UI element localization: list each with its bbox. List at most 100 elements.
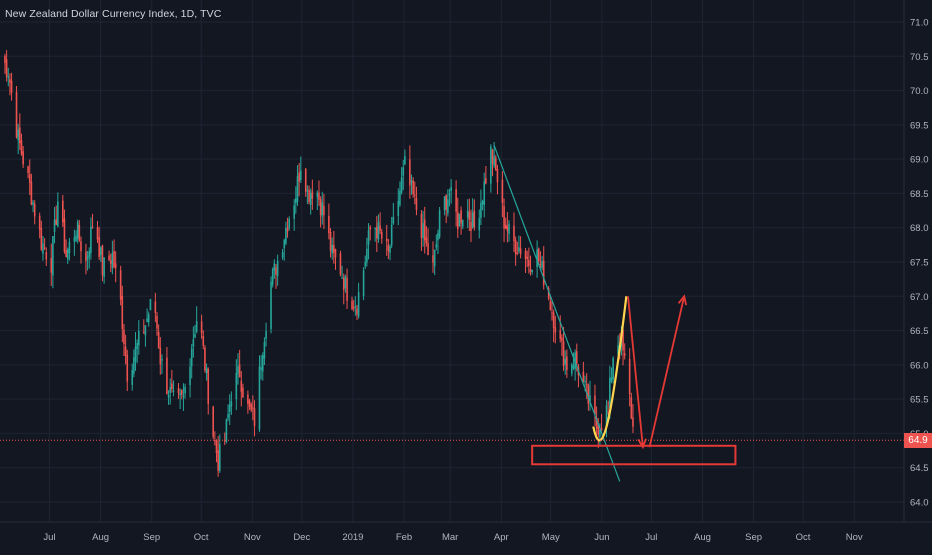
candle-body <box>594 395 596 415</box>
candle-body <box>427 243 429 256</box>
candle-body <box>5 59 8 77</box>
candle-body <box>610 377 613 382</box>
candle-body <box>32 202 34 205</box>
candle-body <box>623 353 626 356</box>
candle-body <box>599 430 601 437</box>
x-tick-label: Jun <box>594 532 609 543</box>
candle-body <box>379 225 381 231</box>
candle-body <box>144 325 147 336</box>
candle-body <box>119 270 122 300</box>
candle-body <box>9 79 11 83</box>
candle-body <box>425 237 428 244</box>
candle-body <box>248 400 251 407</box>
candle-body <box>490 146 492 184</box>
candle-body <box>480 202 482 218</box>
candle-body <box>628 358 631 395</box>
candle-body <box>113 251 115 268</box>
candle-body <box>228 405 231 412</box>
candle-body <box>200 321 203 333</box>
candle-body <box>519 248 522 255</box>
candle-body <box>559 329 562 339</box>
candle-body <box>600 427 603 431</box>
candle-body <box>609 377 611 408</box>
candle-body <box>237 366 239 374</box>
candle-body <box>20 140 23 155</box>
chart-title: New Zealand Dollar Currency Index, 1D, T… <box>5 8 222 20</box>
x-tick-label: Aug <box>92 532 109 543</box>
candle-body <box>306 190 309 192</box>
candle-body <box>456 212 459 230</box>
candle-body <box>53 219 56 232</box>
y-tick-label: 66.0 <box>910 360 929 371</box>
candle-body <box>575 351 578 364</box>
candle-body <box>86 256 89 260</box>
candle-body <box>45 251 48 260</box>
candle-body <box>22 151 24 165</box>
candle-body <box>238 364 241 378</box>
candle-body <box>270 281 272 329</box>
candle-body <box>617 345 619 355</box>
candle-body <box>595 418 598 429</box>
candle-body <box>461 219 464 227</box>
candle-body <box>136 343 138 349</box>
candle-body <box>38 215 41 230</box>
candle-body <box>513 225 515 242</box>
x-tick-label: Jul <box>43 532 55 543</box>
candle-body <box>271 269 274 285</box>
candle-body <box>409 159 411 186</box>
candle-body <box>612 358 614 380</box>
x-tick-label: Sep <box>143 532 160 543</box>
candle-body <box>582 371 585 383</box>
y-tick-label: 67.0 <box>910 292 929 303</box>
candle-body <box>124 346 127 356</box>
x-tick-label: Apr <box>494 532 509 543</box>
candle-body <box>194 333 196 338</box>
candle-body <box>445 194 448 210</box>
candle-body <box>397 200 400 217</box>
candle-body <box>385 238 388 242</box>
candle-body <box>552 312 555 329</box>
candle-body <box>161 359 163 361</box>
projection-arrow <box>648 296 686 448</box>
candle-body <box>177 388 180 394</box>
candle-body <box>455 189 457 212</box>
candle-body <box>17 129 19 141</box>
candle-body <box>346 277 348 301</box>
candle-body <box>496 169 499 183</box>
candle-body <box>180 389 183 395</box>
candle-body <box>318 192 320 200</box>
candle-body <box>88 251 91 257</box>
candle-body <box>392 217 395 224</box>
candle-body <box>597 426 600 435</box>
candle-body <box>566 356 568 371</box>
candle-body <box>632 417 634 427</box>
candle-body <box>562 341 565 366</box>
candle-body <box>263 341 266 359</box>
candle-body <box>458 213 461 227</box>
candle-body <box>503 205 505 229</box>
y-tick-label: 69.0 <box>910 155 929 166</box>
candle-body <box>329 231 332 251</box>
candle-body <box>227 414 229 419</box>
candle-body <box>55 219 57 225</box>
candle-body <box>242 387 244 398</box>
candle-body <box>19 127 21 144</box>
candle-body <box>225 419 228 442</box>
candle-body <box>250 404 253 411</box>
candle-body <box>412 180 414 195</box>
candle-body <box>76 221 79 239</box>
candle-body <box>400 177 403 193</box>
x-tick-label: Mar <box>442 532 458 543</box>
candle-body <box>138 331 140 346</box>
candle-body <box>283 239 286 249</box>
candle-body <box>607 403 609 405</box>
candle-body <box>15 91 18 138</box>
candle-body <box>354 306 357 308</box>
x-tick-label: Oct <box>194 532 209 543</box>
x-tick-label: May <box>542 532 560 543</box>
candle-body <box>331 244 333 254</box>
candle-body <box>298 172 300 182</box>
candle-body <box>549 301 552 310</box>
